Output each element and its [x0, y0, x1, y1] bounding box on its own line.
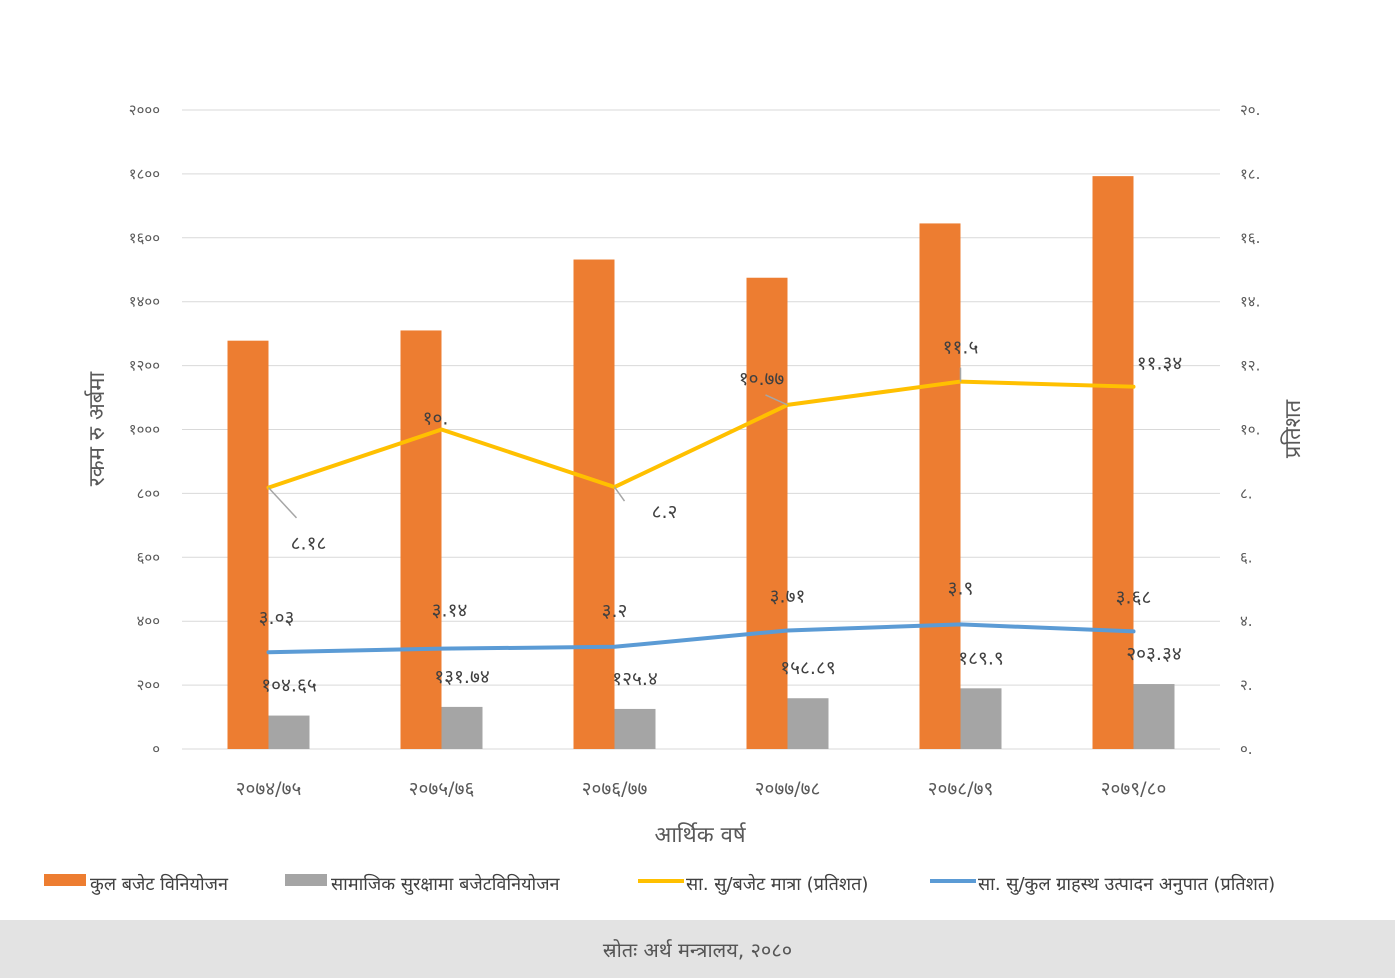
y2-tick-label: २.: [1240, 676, 1253, 694]
data-label: ३.२: [602, 600, 628, 622]
data-label: १०.: [423, 408, 449, 430]
y-tick-label: ६००: [137, 548, 160, 566]
y-tick-label: ८००: [137, 484, 160, 502]
y-tick-label: १०००: [129, 421, 160, 439]
bar-total-budget: [1092, 176, 1134, 750]
data-label: १०४.६५: [261, 675, 316, 697]
y2-tick-label: २०.: [1240, 101, 1260, 119]
bar-total-budget: [573, 259, 615, 749]
data-label: १०.७७: [739, 368, 785, 390]
x-tick-label: २०७६/७७: [582, 778, 648, 800]
x-tick-label: २०७९/८०: [1101, 778, 1167, 800]
bar-social-security: [441, 706, 483, 749]
x-axis-title: आर्थिक वर्ष: [654, 822, 746, 848]
leader-line: [765, 394, 788, 406]
data-label: ३.९: [948, 577, 974, 599]
bar-social-security: [614, 708, 656, 749]
leader-lines: [267, 367, 962, 519]
y-tick-label: १६००: [129, 229, 160, 247]
bar-social-security: [960, 688, 1002, 749]
bar-social-security: [1133, 684, 1175, 749]
combo-chart: १०४.६५ १३१.७४ १२५.४ १५८.८९ १८९.९ २०३.३४ ८.१८ १०…: [44, 101, 1306, 895]
data-label: ११.३४: [1137, 353, 1183, 375]
data-label: ११.५: [943, 337, 979, 359]
data-label: १२५.४: [612, 668, 658, 690]
bar-total-budget: [400, 330, 442, 749]
y2-tick-label: १०.: [1240, 421, 1260, 439]
legend-label: कुल बजेट विनियोजन: [90, 873, 229, 895]
source-text: स्रोतः अर्थ मन्त्रालय, २०८०: [602, 937, 793, 962]
y-axis-title: रकम रु अर्बमा: [84, 371, 110, 486]
y2-tick-label: १२.: [1240, 357, 1260, 375]
bars: [227, 176, 1175, 750]
data-label: ८.२: [652, 501, 678, 523]
bar-social-security: [787, 698, 829, 749]
legend: कुल बजेट विनियोजन सामाजिक सुरक्षामा बजेटव…: [44, 873, 1275, 895]
x-tick-label: २०७७/७८: [755, 778, 821, 800]
y2-tick-label: ८.: [1240, 484, 1253, 502]
data-label: १८९.९: [958, 647, 1004, 669]
x-tick-label: २०७४/७५: [236, 778, 302, 800]
legend-swatch: [44, 874, 86, 886]
data-label: ३.१४: [432, 600, 468, 622]
data-label: १३१.७४: [434, 666, 489, 688]
legend-label: सामाजिक सुरक्षामा बजेटविनियोजन: [331, 873, 561, 895]
data-label: ३.७१: [770, 585, 806, 607]
legend-swatch: [285, 874, 327, 886]
data-label: २०३.३४: [1126, 643, 1181, 665]
x-tick-label: २०७५/७६: [409, 778, 475, 800]
gdp-ratio-line: [266, 622, 1136, 655]
leader-line: [613, 486, 626, 502]
y-tick-label: २००: [137, 676, 160, 694]
bar-total-budget: [919, 223, 961, 750]
legend-label: सा. सु/कुल ग्राहस्थ उत्पादन अनुपात (प्रत…: [978, 873, 1275, 895]
y-tick-label: १४००: [129, 293, 160, 311]
y2-tick-label: १६.: [1240, 229, 1260, 247]
data-label: ८.१८: [291, 533, 327, 555]
y2-tick-label: ६.: [1240, 548, 1253, 566]
bar-social-security: [268, 715, 310, 749]
budget-ratio-line: [266, 379, 1136, 490]
y-tick-label: ०: [152, 740, 160, 758]
data-label: १५८.८९: [780, 657, 835, 679]
lines: [266, 379, 1136, 655]
x-tick-label: २०७८/७९: [928, 778, 994, 800]
source-footer: स्रोतः अर्थ मन्त्रालय, २०८०: [0, 920, 1395, 978]
leader-line: [267, 487, 298, 519]
y2-tick-label: १८.: [1240, 165, 1260, 183]
tick-labels: ० ०. २०० २. ४०० ४. ६०० ६. ८०० ८. १००० १०. १२०० १२. १४०…: [129, 101, 1261, 800]
y2-axis-title: प्रतिशत: [1280, 399, 1306, 458]
gridlines: [182, 109, 1220, 750]
y-tick-label: २०००: [129, 101, 160, 119]
y2-tick-label: ०.: [1240, 740, 1253, 758]
legend-label: सा. सु/बजेट मात्रा (प्रतिशत): [686, 873, 868, 895]
y-tick-label: १२००: [129, 357, 160, 375]
y2-tick-label: ४.: [1240, 612, 1253, 630]
data-labels: १०४.६५ १३१.७४ १२५.४ १५८.८९ १८९.९ २०३.३४ ८.१८ १०…: [259, 337, 1183, 697]
bar-total-budget: [746, 277, 788, 749]
y-tick-label: ४००: [137, 612, 160, 630]
bar-total-budget: [227, 340, 269, 749]
data-label: ३.०३: [259, 607, 295, 629]
y2-tick-label: १४.: [1240, 293, 1260, 311]
y-tick-label: १८००: [129, 165, 160, 183]
data-label: ३.६८: [1116, 586, 1152, 608]
